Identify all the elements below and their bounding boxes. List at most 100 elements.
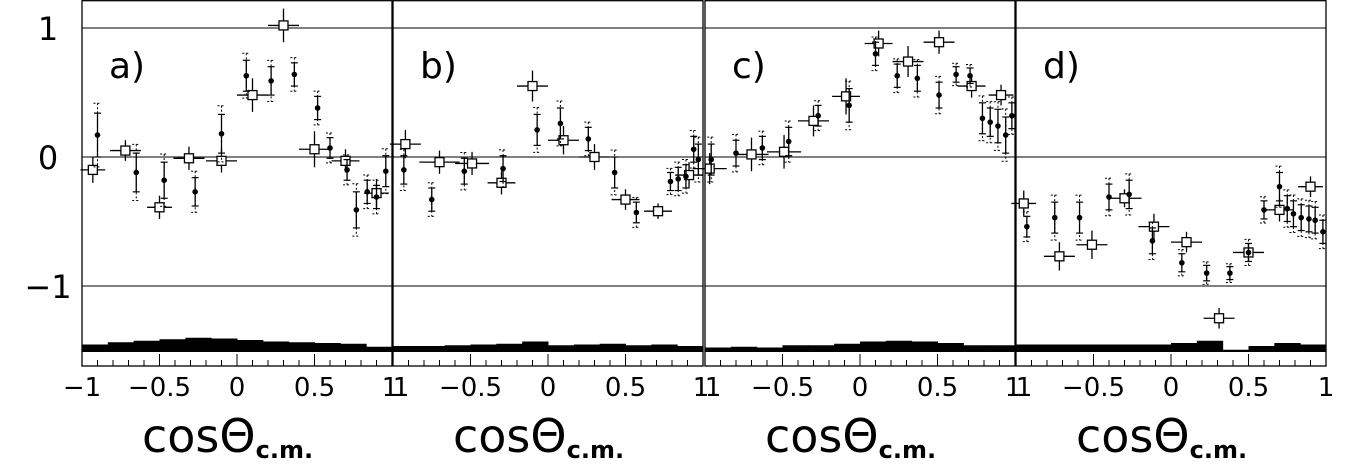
filled-point [1149, 238, 1156, 244]
open-square-point [746, 149, 757, 160]
x-tick-label: 1 [1016, 373, 1033, 403]
histogram-bar [1145, 344, 1172, 352]
histogram-bar [599, 343, 626, 352]
y-tick-label: 1 [38, 10, 58, 48]
histogram-bar [185, 337, 212, 352]
histogram-bar [1274, 343, 1301, 352]
histogram-bar [340, 343, 367, 352]
histogram-bar [1171, 343, 1198, 352]
open-square-point [933, 37, 945, 48]
x-tick-label: −1 [63, 373, 101, 403]
open-square-point [1274, 204, 1285, 216]
x-tick-label: 0 [540, 373, 557, 403]
filled-point [1227, 270, 1233, 276]
histogram-bar [522, 341, 549, 352]
filled-point [733, 150, 739, 156]
filled-point [708, 156, 714, 163]
filled-point [344, 167, 350, 173]
filled-point [1179, 259, 1185, 266]
filled-point [327, 145, 333, 151]
histogram-bar [885, 340, 913, 352]
open-square-point [1086, 239, 1098, 250]
open-square-point [434, 157, 445, 168]
open-square-point [120, 145, 131, 156]
filled-point [428, 196, 435, 203]
x-tick-label: 0.5 [605, 373, 646, 403]
filled-point [268, 78, 274, 84]
filled-point [1276, 183, 1283, 190]
open-square-point [652, 206, 664, 217]
x-tick-label: −0.5 [1062, 373, 1125, 403]
filled-point [291, 71, 298, 78]
filled-point [979, 115, 986, 122]
open-square-point [778, 146, 790, 157]
panel-label: a) [109, 46, 145, 87]
filled-point [695, 156, 702, 163]
open-square-point [1018, 198, 1029, 209]
filled-point [1306, 216, 1312, 222]
x-tick-label: 1 [693, 373, 710, 403]
open-square-point [527, 80, 538, 92]
histogram-bar [366, 346, 393, 352]
histogram-bar [418, 346, 446, 352]
open-square-point [1213, 313, 1225, 324]
open-square-point [340, 155, 351, 167]
filled-point [611, 169, 618, 176]
filled-point [461, 168, 468, 174]
filled-point [667, 178, 674, 185]
histogram-bar [937, 343, 964, 352]
histogram-bar [211, 338, 238, 352]
histogram-bar [159, 339, 186, 352]
histogram-bar [989, 345, 1016, 352]
histogram-bar [496, 343, 523, 352]
histogram-bar [1093, 344, 1120, 352]
filled-point [987, 119, 993, 125]
open-square-point [1181, 236, 1192, 248]
filled-point [94, 132, 101, 138]
open-square-point [496, 177, 507, 188]
open-square-point [704, 163, 715, 174]
filled-point [1284, 205, 1291, 212]
filled-point [1126, 191, 1132, 198]
histogram-bar [262, 341, 290, 352]
open-square-point [873, 38, 884, 49]
filled-point [914, 75, 921, 82]
histogram-bar [1067, 344, 1094, 352]
open-square-point [183, 153, 195, 164]
filled-point [815, 112, 821, 119]
filled-point [872, 51, 879, 57]
histogram-bar [1300, 344, 1327, 352]
histogram-bar [1222, 349, 1249, 352]
filled-point [1290, 210, 1297, 217]
filled-point [759, 145, 766, 151]
filled-point [133, 169, 140, 176]
histogram-bar [677, 346, 704, 352]
y-tick-label: −1 [24, 268, 71, 306]
open-square-point [309, 144, 320, 155]
panel-label: b) [420, 46, 457, 87]
histogram-bar [470, 344, 497, 352]
filled-point [1051, 214, 1058, 221]
filled-point [1024, 223, 1030, 230]
histogram-bar [1196, 340, 1224, 352]
filled-point [1203, 270, 1210, 276]
x-tick-label: 0 [229, 373, 246, 403]
histogram-bar [705, 347, 732, 352]
histogram-bar [911, 341, 938, 352]
open-square-point [87, 164, 98, 176]
filled-point [383, 168, 389, 174]
histogram-bar [444, 345, 471, 352]
filled-point [936, 92, 942, 98]
filled-point [785, 138, 792, 145]
histogram-bar [548, 345, 575, 352]
x-axis-label: cosΘc.m. [142, 409, 313, 464]
filled-point [1076, 214, 1083, 221]
histogram-bar [288, 342, 315, 352]
histogram-bar [393, 346, 420, 352]
x-tick-label: 0.5 [917, 373, 958, 403]
histogram-bar [808, 345, 835, 352]
histogram-bar [651, 344, 678, 352]
x-tick-label: 1 [1005, 373, 1022, 403]
histogram-bar [1041, 344, 1069, 352]
